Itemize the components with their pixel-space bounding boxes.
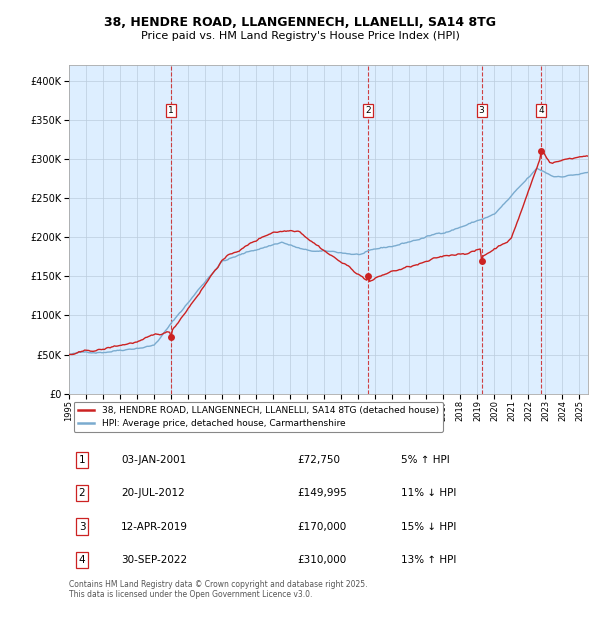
Text: 4: 4: [79, 555, 85, 565]
Text: 3: 3: [79, 521, 85, 531]
Text: £310,000: £310,000: [298, 555, 347, 565]
Text: 03-JAN-2001: 03-JAN-2001: [121, 455, 186, 465]
Text: 38, HENDRE ROAD, LLANGENNECH, LLANELLI, SA14 8TG: 38, HENDRE ROAD, LLANGENNECH, LLANELLI, …: [104, 16, 496, 29]
Text: £170,000: £170,000: [298, 521, 347, 531]
Text: 2: 2: [365, 106, 371, 115]
Text: 1: 1: [79, 455, 85, 465]
Text: 4: 4: [538, 106, 544, 115]
Text: Contains HM Land Registry data © Crown copyright and database right 2025.
This d: Contains HM Land Registry data © Crown c…: [69, 580, 367, 599]
Text: 15% ↓ HPI: 15% ↓ HPI: [401, 521, 457, 531]
Text: 20-JUL-2012: 20-JUL-2012: [121, 489, 185, 498]
Text: 5% ↑ HPI: 5% ↑ HPI: [401, 455, 450, 465]
Text: £149,995: £149,995: [298, 489, 347, 498]
Text: 13% ↑ HPI: 13% ↑ HPI: [401, 555, 457, 565]
Text: 11% ↓ HPI: 11% ↓ HPI: [401, 489, 457, 498]
Text: 30-SEP-2022: 30-SEP-2022: [121, 555, 187, 565]
Text: 3: 3: [479, 106, 485, 115]
Text: Price paid vs. HM Land Registry's House Price Index (HPI): Price paid vs. HM Land Registry's House …: [140, 31, 460, 41]
Text: 1: 1: [168, 106, 174, 115]
Text: 12-APR-2019: 12-APR-2019: [121, 521, 188, 531]
Text: £72,750: £72,750: [298, 455, 340, 465]
Legend: 38, HENDRE ROAD, LLANGENNECH, LLANELLI, SA14 8TG (detached house), HPI: Average : 38, HENDRE ROAD, LLANGENNECH, LLANELLI, …: [74, 402, 443, 432]
Text: 2: 2: [79, 489, 85, 498]
